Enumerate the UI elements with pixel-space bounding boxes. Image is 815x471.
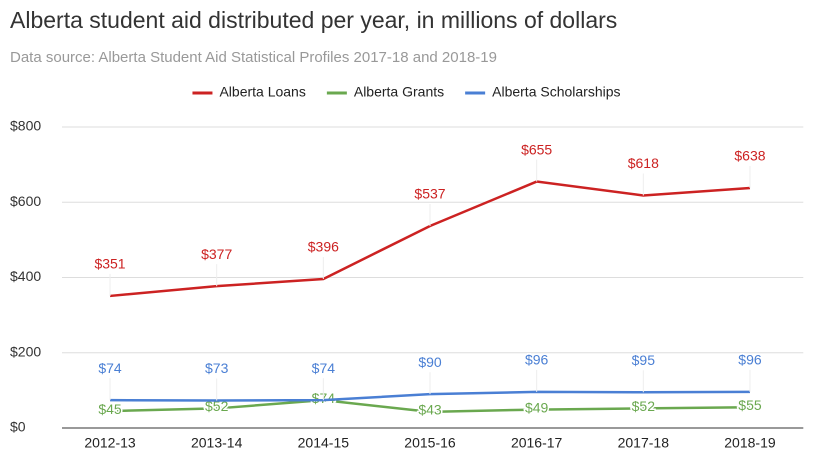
series-line [109, 398, 750, 414]
x-tick-label: 2013-14 [191, 435, 243, 451]
data-label: $655 [521, 141, 552, 157]
chart-subtitle: Data source: Alberta Student Aid Statist… [10, 49, 497, 66]
y-tick-label: $0 [10, 419, 26, 435]
data-label: $73 [205, 360, 229, 376]
data-label: $618 [628, 155, 659, 171]
y-tick-label: $600 [10, 193, 41, 209]
x-tick-label: 2015-16 [404, 435, 456, 451]
data-label: $537 [414, 186, 445, 202]
data-label: $90 [418, 354, 442, 370]
data-label: $377 [201, 246, 232, 262]
legend-label: Alberta Scholarships [492, 84, 620, 100]
data-label: $52 [632, 398, 656, 414]
data-label: $638 [734, 148, 765, 164]
chart-title: Alberta student aid distributed per year… [10, 7, 617, 33]
legend-label: Alberta Grants [354, 84, 444, 100]
data-label: $96 [738, 352, 762, 368]
y-tick-label: $200 [10, 343, 41, 359]
x-tick-label: 2014-15 [298, 435, 350, 451]
x-tick-label: 2016-17 [511, 435, 563, 451]
data-label: $49 [525, 399, 549, 415]
y-tick-label: $800 [10, 118, 41, 134]
data-label: $45 [98, 401, 122, 417]
legend-label: Alberta Loans [219, 84, 305, 100]
x-tick-label: 2017-18 [618, 435, 670, 451]
data-label: $74 [98, 360, 122, 376]
data-label: $96 [525, 352, 549, 368]
x-tick-label: 2012-13 [84, 435, 136, 451]
y-tick-label: $400 [10, 268, 41, 284]
data-label: $74 [312, 360, 336, 376]
data-label: $43 [418, 402, 442, 418]
data-label: $351 [94, 256, 125, 272]
data-label: $396 [308, 239, 339, 255]
data-label: $95 [632, 352, 656, 368]
x-tick-label: 2018-19 [724, 435, 776, 451]
data-label: $55 [738, 397, 762, 413]
